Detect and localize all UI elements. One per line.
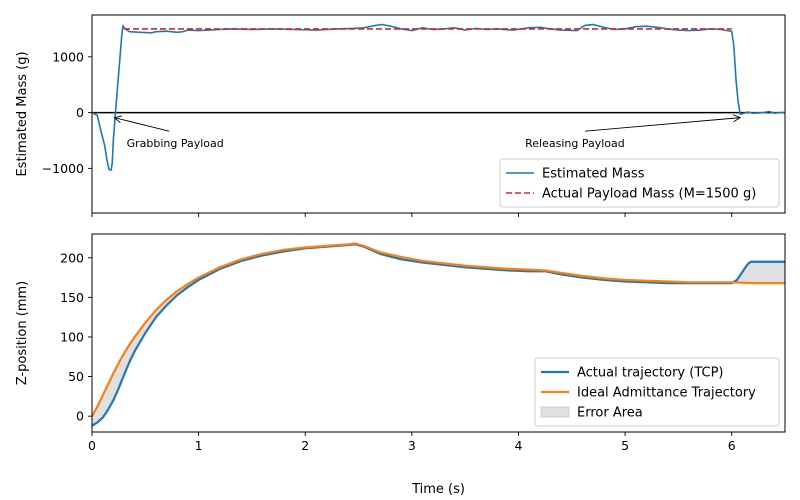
y-axis-title: Z-position (mm) bbox=[15, 281, 30, 385]
legend-box bbox=[499, 158, 780, 208]
y-axis-title: Estimated Mass (g) bbox=[15, 51, 30, 176]
legend-label-error-area: Error Area bbox=[577, 406, 643, 421]
annotation-label: Releasing Payload bbox=[525, 137, 625, 150]
plot-frame-1 bbox=[91, 233, 786, 433]
series-line-ideal-admittance-trajectory bbox=[92, 242, 785, 417]
plot-frame-0 bbox=[91, 14, 786, 214]
y-tick-label: 150 bbox=[60, 290, 84, 305]
annotation-label: Grabbing Payload bbox=[127, 137, 224, 150]
y-tick-label: 0 bbox=[76, 105, 84, 120]
y-tick-label: 0 bbox=[76, 409, 84, 424]
x-tick-label: 2 bbox=[301, 438, 309, 453]
y-tick-label: 1000 bbox=[52, 49, 84, 64]
x-tick-label: 3 bbox=[408, 438, 416, 453]
x-axis-title: Time (s) bbox=[411, 482, 465, 497]
y-tick-label: −1000 bbox=[42, 161, 84, 176]
legend-box bbox=[534, 357, 780, 427]
legend-swatch-error-area bbox=[540, 406, 570, 418]
legend-label-ideal-admittance-trajectory: Ideal Admittance Trajectory bbox=[577, 386, 756, 401]
legend-label-actual-trajectory-tcp: Actual trajectory (TCP) bbox=[577, 366, 724, 381]
x-tick-label: 5 bbox=[621, 438, 629, 453]
annotation-arrow-head bbox=[113, 115, 123, 124]
x-tick-label: 0 bbox=[88, 438, 96, 453]
annotation-arrow-line bbox=[584, 117, 741, 132]
legend-label-actual-payload-mass-m-1500-g: Actual Payload Mass (M=1500 g) bbox=[542, 187, 756, 202]
x-tick-label: 6 bbox=[728, 438, 736, 453]
x-tick-label: 4 bbox=[514, 438, 522, 453]
y-tick-label: 50 bbox=[68, 369, 84, 384]
x-tick-label: 1 bbox=[195, 438, 203, 453]
y-tick-label: 100 bbox=[60, 329, 84, 344]
annotation-arrow-head bbox=[732, 114, 742, 123]
y-tick-label: 200 bbox=[60, 250, 84, 265]
legend-label-estimated-mass: Estimated Mass bbox=[542, 167, 645, 182]
annotation-arrow-line bbox=[114, 117, 170, 132]
